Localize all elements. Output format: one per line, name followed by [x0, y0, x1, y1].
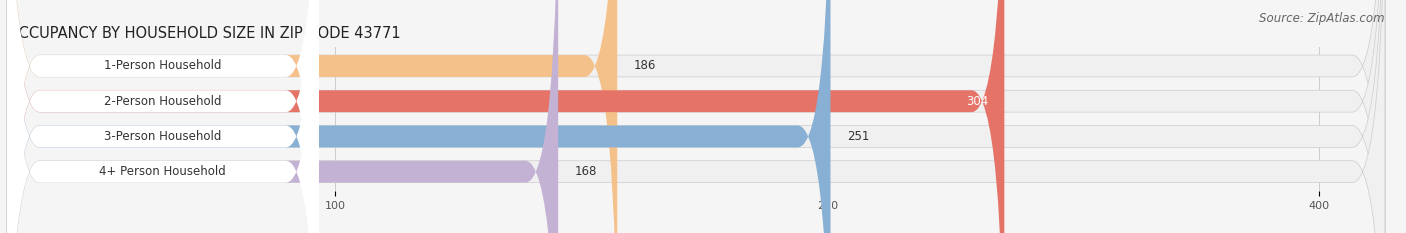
Text: 186: 186 — [634, 59, 657, 72]
Text: 2-Person Household: 2-Person Household — [104, 95, 222, 108]
FancyBboxPatch shape — [7, 0, 319, 233]
FancyBboxPatch shape — [7, 0, 319, 233]
FancyBboxPatch shape — [7, 0, 831, 233]
FancyBboxPatch shape — [7, 0, 319, 233]
Text: 251: 251 — [846, 130, 869, 143]
Text: 168: 168 — [575, 165, 598, 178]
Text: 1-Person Household: 1-Person Household — [104, 59, 222, 72]
Text: Source: ZipAtlas.com: Source: ZipAtlas.com — [1260, 12, 1385, 25]
FancyBboxPatch shape — [7, 0, 319, 233]
FancyBboxPatch shape — [7, 0, 319, 233]
Text: 3-Person Household: 3-Person Household — [104, 130, 222, 143]
FancyBboxPatch shape — [7, 0, 1385, 233]
FancyBboxPatch shape — [7, 0, 558, 233]
FancyBboxPatch shape — [7, 0, 319, 233]
Text: 4+ Person Household: 4+ Person Household — [100, 165, 226, 178]
FancyBboxPatch shape — [7, 0, 319, 233]
FancyBboxPatch shape — [7, 0, 1385, 233]
FancyBboxPatch shape — [7, 0, 1385, 233]
Text: OCCUPANCY BY HOUSEHOLD SIZE IN ZIP CODE 43771: OCCUPANCY BY HOUSEHOLD SIZE IN ZIP CODE … — [7, 26, 401, 41]
FancyBboxPatch shape — [7, 0, 319, 233]
FancyBboxPatch shape — [7, 0, 1004, 233]
FancyBboxPatch shape — [7, 0, 1385, 233]
FancyBboxPatch shape — [7, 0, 617, 233]
Text: 304: 304 — [966, 95, 988, 108]
